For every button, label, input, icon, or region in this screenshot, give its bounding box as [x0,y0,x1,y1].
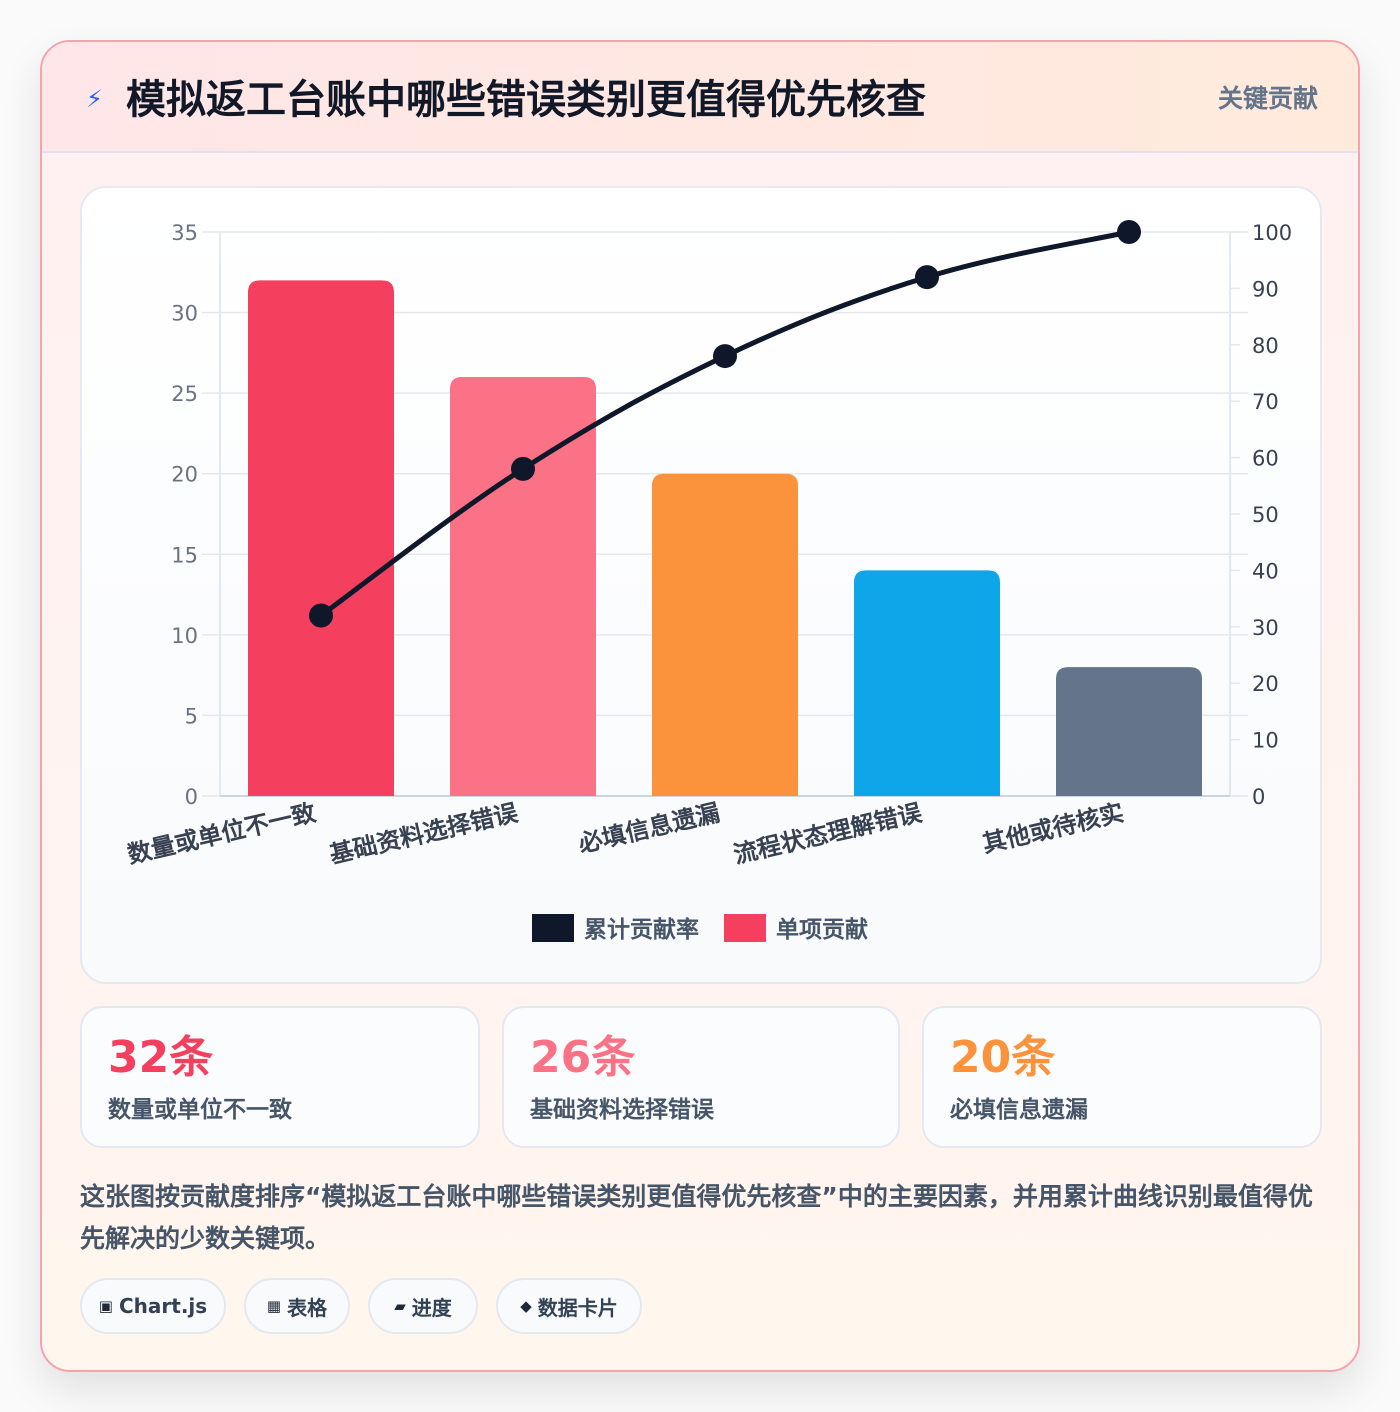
left-tick-label: 5 [185,704,198,728]
page-title: 模拟返工台账中哪些错误类别更值得优先核查 [126,77,926,123]
pareto-chart: 0 5 10 15 20 25 30 35 0 10 20 30 40 50 60 70 80 90 100 数量或单… [125,220,1292,943]
pill-label: 表格 [287,1295,328,1320]
left-tick-label: 0 [185,785,198,809]
stat-value: 32条 [108,1032,214,1083]
stat-card-3: 20条 必填信息遗漏 [922,1006,1322,1148]
bar [450,377,596,796]
right-tick-label: 90 [1252,277,1279,301]
left-tick-label: 20 [171,463,198,487]
header-tag: 关键贡献 [1217,84,1318,113]
pill-data-card[interactable]: ◆ 数据卡片 [496,1278,642,1334]
x-tick-label: 必填信息遗漏 [576,799,723,859]
stat-label: 必填信息遗漏 [950,1097,1088,1123]
right-tick-label: 80 [1252,334,1279,358]
stat-card-1: 32条 数量或单位不一致 [80,1006,480,1148]
right-tick-label: 50 [1252,503,1279,527]
left-tick-label: 10 [171,624,198,648]
cumulative-point [1117,220,1141,244]
pill-progress[interactable]: ▰ 进度 [368,1278,478,1334]
legend-swatch [532,914,574,942]
cumulative-point [309,603,333,628]
right-tick-label: 60 [1252,447,1279,471]
right-tick-label: 30 [1252,616,1279,640]
diamond-icon: ◆ [520,1297,532,1315]
pill-label: 进度 [411,1295,452,1320]
square-icon: ▣ [98,1297,113,1315]
bar [248,280,394,796]
bar [652,473,798,796]
cumulative-point [915,265,939,290]
left-tick-label: 35 [171,221,198,245]
stat-label: 数量或单位不一致 [108,1097,292,1123]
chart-description: 这张图按贡献度排序“模拟返工台账中哪些错误类别更值得优先核查”中的主要因素，并用… [80,1182,1313,1253]
pill-label: 数据卡片 [537,1295,618,1320]
bar [1056,667,1202,796]
right-tick-label: 40 [1252,559,1279,583]
legend-swatch [724,914,766,942]
right-tick-label: 100 [1252,221,1292,245]
bar [854,570,1000,796]
stat-value: 20条 [950,1032,1056,1083]
legend-label: 单项贡献 [776,917,868,943]
x-tick-label: 流程状态理解错误 [731,798,925,869]
stat-value: 26条 [530,1032,636,1083]
x-tick-label: 数量或单位不一致 [125,798,319,869]
left-tick-label: 30 [171,302,198,326]
card-header: ⚡ 模拟返工台账中哪些错误类别更值得优先核查 关键贡献 [42,42,1358,153]
right-tick-label: 20 [1252,672,1279,696]
pill-table[interactable]: ▦ 表格 [244,1278,350,1334]
pareto-chart-panel: 0 5 10 15 20 25 30 35 0 10 20 30 40 50 60 70 80 90 100 数量或单… [80,186,1322,984]
x-tick-label: 基础资料选择错误 [327,798,521,869]
legend-label: 累计贡献率 [584,916,699,943]
left-tick-label: 25 [171,382,198,406]
grid-icon: ▦ [266,1297,282,1315]
right-tick-label: 10 [1252,729,1279,753]
right-tick-label: 70 [1252,390,1279,414]
cumulative-point [713,344,737,369]
right-tick-label: 0 [1252,785,1265,809]
stat-label: 基础资料选择错误 [530,1097,714,1123]
left-tick-label: 15 [171,543,198,567]
stat-card-2: 26条 基础资料选择错误 [502,1006,900,1148]
pill-chartjs[interactable]: ▣ Chart.js [80,1278,226,1334]
pill-label: Chart.js [118,1294,208,1318]
bolt-icon: ⚡ [86,85,103,113]
progress-icon: ▰ [394,1297,406,1315]
x-tick-label: 其他或待核实 [980,799,1127,859]
cumulative-point [511,456,535,481]
report-card: ⚡ 模拟返工台账中哪些错误类别更值得优先核查 关键贡献 0 5 10 15 20 25 30… [40,40,1360,1372]
